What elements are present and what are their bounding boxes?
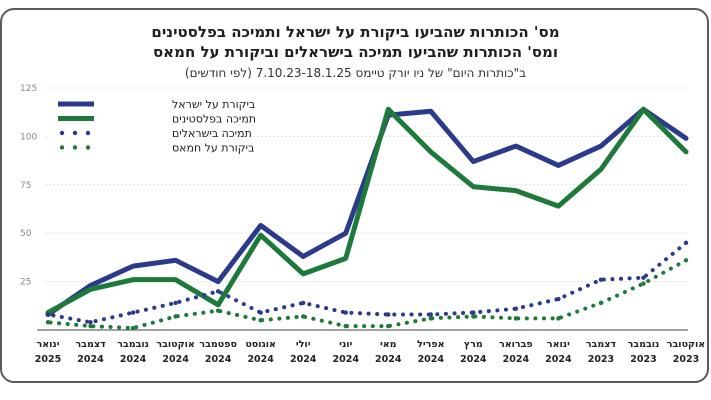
- x-tick-month: מאי: [380, 339, 397, 350]
- x-tick-month: מרץ: [464, 339, 483, 350]
- series-2-point: [130, 310, 136, 315]
- x-tick-year: 2024: [460, 354, 487, 365]
- legend-swatch-dot-2: [72, 130, 78, 136]
- series-3-point: [301, 314, 306, 319]
- series-2-point: [215, 289, 221, 294]
- x-tick-year: 2024: [545, 354, 572, 365]
- series-3-point: [343, 323, 348, 329]
- series-2-point: [641, 275, 646, 280]
- x-tick-year: 2024: [162, 354, 189, 365]
- series-2-point: [173, 300, 178, 306]
- series-2-point: [386, 312, 391, 317]
- chart-titles: מס' הכותרות שהביעו ביקורת על ישראל ותמיכ…: [0, 22, 711, 82]
- x-tick-year: 2024: [205, 354, 232, 365]
- series-2-point: [88, 320, 93, 325]
- series-2-point: [428, 312, 433, 317]
- series-1-line: [45, 106, 689, 316]
- x-tick-month: אוקטובר: [156, 339, 194, 350]
- series-3-point: [88, 323, 93, 329]
- x-tick-month: אוגוסט: [245, 339, 276, 350]
- series-2-point: [513, 306, 519, 311]
- series-3-point: [428, 316, 433, 321]
- series-2-point: [258, 310, 263, 315]
- series-2-point: [45, 312, 51, 317]
- series-2-point: [471, 310, 476, 315]
- legend-swatch-dot-3: [59, 145, 65, 150]
- x-tick-year: 2024: [120, 354, 147, 365]
- x-tick-month: פברואר: [499, 339, 533, 350]
- x-tick-year: 2024: [77, 354, 104, 365]
- series-3-point: [556, 316, 561, 321]
- series-3-point: [45, 320, 51, 325]
- y-tick-label: 125: [20, 84, 37, 94]
- x-tick-year: 2024: [333, 354, 360, 365]
- chart-title: מס' הכותרות שהביעו ביקורת על ישראל ותמיכ…: [151, 23, 560, 41]
- x-tick-month: אוקטובר: [667, 339, 705, 350]
- x-tick-year: 2025: [35, 354, 61, 365]
- y-tick-label: 50: [20, 229, 32, 239]
- series-3-point: [471, 314, 476, 319]
- series-2-point: [683, 240, 689, 246]
- x-tick-month: אפריל: [417, 339, 445, 350]
- x-tick-year: 2024: [247, 354, 274, 365]
- series-3-point: [173, 314, 178, 319]
- series-2-point: [301, 300, 306, 306]
- series-3-point: [258, 318, 263, 323]
- x-tick-year: 2024: [290, 354, 317, 365]
- x-tick-month: דצמבר: [75, 339, 106, 350]
- legend-label-3: ביקורת על חמאס: [172, 142, 254, 155]
- y-tick-label: 25: [20, 278, 31, 288]
- x-tick-year: 2023: [588, 354, 614, 365]
- series-3-point: [641, 281, 646, 286]
- x-tick-month: דצמבר: [586, 339, 617, 350]
- x-tick-year: 2024: [375, 354, 402, 365]
- series-2-point: [598, 277, 604, 282]
- series-2-point: [343, 310, 348, 315]
- x-tick-month: יוני: [339, 339, 352, 350]
- series-3-point: [683, 258, 689, 263]
- x-tick-month: ינואר: [37, 339, 60, 350]
- series-3-dotted-line: [46, 258, 688, 331]
- legend-swatch-dot-2: [85, 130, 91, 136]
- x-tick-year: 2023: [630, 354, 656, 365]
- series-3-point: [598, 300, 604, 306]
- x-tick-year: 2023: [673, 354, 699, 365]
- legend-label-2: תמיכה בישראלים: [172, 127, 252, 140]
- y-tick-label: 100: [20, 132, 37, 142]
- series-3-point: [215, 308, 221, 313]
- legend-swatch-dot-3: [72, 145, 78, 150]
- x-tick-month: ינואר: [547, 339, 570, 350]
- series-3-point: [513, 316, 519, 321]
- x-tick-year: 2024: [503, 354, 530, 365]
- series-2-dotted-line: [46, 240, 688, 325]
- x-tick-month: יולי: [296, 339, 311, 350]
- chart-frame: [0, 8, 709, 383]
- legend-swatch-dot-3: [85, 145, 91, 150]
- legend-swatch-dot-2: [59, 130, 65, 136]
- x-tick-month: נובמבר: [117, 339, 149, 350]
- series-2-point: [556, 296, 561, 302]
- chart-note: ב"כותרות היום" של ניו יורק טיימס 7.10.23…: [184, 66, 527, 80]
- legend-label-0: ביקורת על ישראל: [172, 98, 255, 111]
- series-0-line: [45, 106, 689, 318]
- x-tick-year: 2024: [418, 354, 445, 365]
- y-tick-label: 75: [20, 181, 31, 191]
- series-3-point: [386, 323, 391, 329]
- x-tick-month: נובמבר: [628, 339, 660, 350]
- series-3-point: [130, 325, 136, 331]
- x-tick-month: ספטמבר: [199, 339, 237, 350]
- chart-subtitle: ומס' הכותרות שהביעו תמיכה בישראלים וביקו…: [152, 43, 559, 61]
- legend-label-1: תמיכה בפלסטינים: [172, 113, 256, 126]
